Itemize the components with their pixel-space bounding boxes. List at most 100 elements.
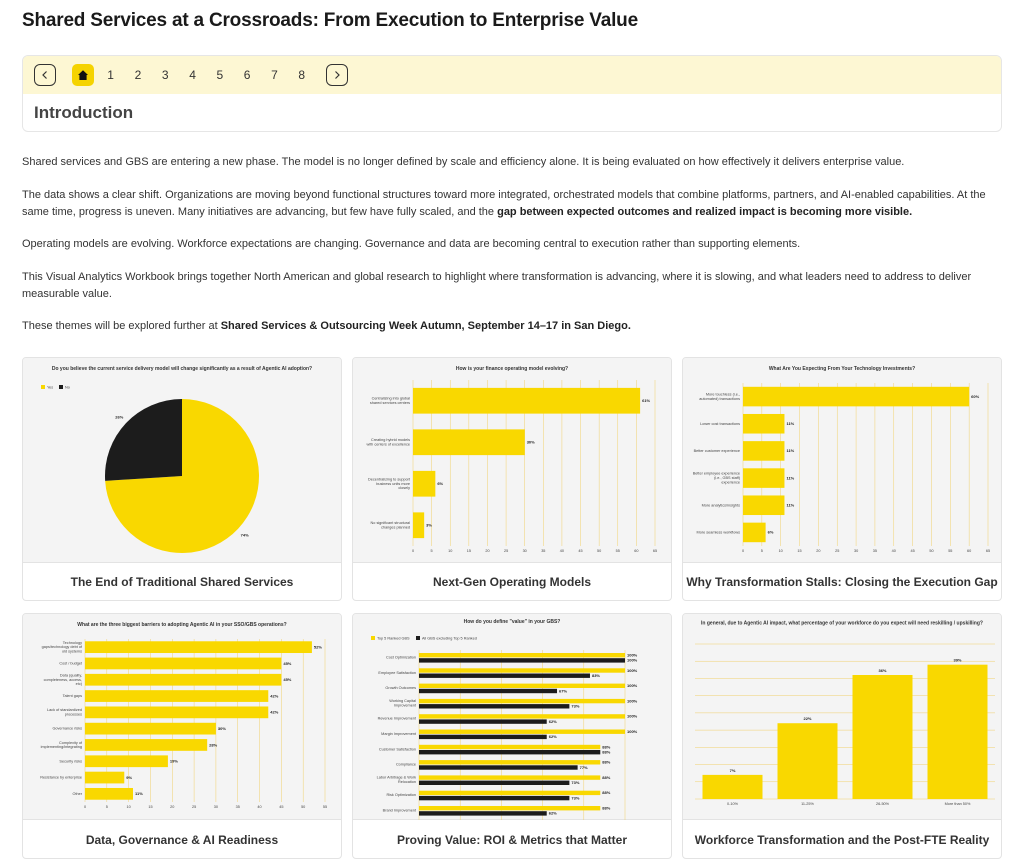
- category-label: No significant structural: [371, 521, 411, 525]
- grouped-bar-chart: How do you define "value" in your GBS? To…: [371, 619, 638, 820]
- category-label: Lower cost transactions: [700, 422, 740, 426]
- data-label: 88%: [602, 790, 610, 795]
- category-label: implementing/integrating: [41, 745, 82, 749]
- data-label: 26%: [115, 415, 123, 420]
- tick-label: 45: [910, 549, 914, 553]
- category-label: business units more: [376, 482, 410, 486]
- bar: [85, 641, 312, 654]
- category-label: Centralizing into global: [372, 397, 411, 401]
- data-label: 77%: [580, 765, 588, 770]
- tick-label: 30: [523, 549, 527, 553]
- tick-label: 35: [873, 549, 877, 553]
- bar: [419, 806, 601, 811]
- category-label: Working Capital: [389, 699, 416, 703]
- bar: [413, 387, 641, 414]
- category-label: gaps/technology debt of: [42, 645, 83, 649]
- page-link-4[interactable]: 4: [189, 68, 196, 82]
- tick-label: 0: [84, 805, 86, 809]
- data-label: 28%: [209, 742, 217, 747]
- data-label: 100%: [627, 729, 638, 734]
- legend-swatch: [416, 636, 420, 640]
- category-label: Compliance: [396, 763, 416, 767]
- card-caption: Next-Gen Operating Models: [432, 575, 592, 589]
- tick-label: 20: [816, 549, 820, 553]
- category-label: Better employee experience: [693, 472, 740, 476]
- tick-label: 25: [192, 805, 196, 809]
- data-label: 6%: [768, 530, 774, 535]
- tick-label: 55: [948, 549, 952, 553]
- data-label: 30%: [527, 440, 535, 445]
- data-label: 45%: [283, 661, 291, 666]
- page-link-1[interactable]: 1: [107, 68, 114, 82]
- topic-card-4[interactable]: What are the three biggest barriers to a…: [22, 613, 342, 859]
- data-label: 36%: [878, 668, 886, 673]
- category-label: More touchless (i.e.,: [706, 392, 740, 396]
- data-label: 11%: [135, 791, 143, 796]
- next-page-button[interactable]: [326, 64, 349, 86]
- category-label: etc): [76, 682, 83, 686]
- page-link-5[interactable]: 5: [216, 68, 224, 82]
- topic-card-3[interactable]: What Are You Expecting From Your Technol…: [682, 357, 1002, 601]
- card-caption: Why Transformation Stalls: Closing the E…: [686, 575, 998, 589]
- bar: [419, 714, 625, 719]
- page-link-6[interactable]: 6: [243, 68, 251, 82]
- bar-chart: What are the three biggest barriers to a…: [40, 622, 327, 809]
- bar: [743, 441, 785, 461]
- bar: [419, 653, 625, 658]
- chart-thumbnail: What are the three biggest barriers to a…: [23, 614, 341, 820]
- home-button[interactable]: [72, 64, 94, 86]
- data-label: 73%: [571, 704, 579, 709]
- bar: [419, 775, 601, 780]
- page-link-2[interactable]: 2: [134, 68, 142, 82]
- topic-card-2[interactable]: How is your finance operating model evol…: [352, 357, 672, 601]
- tick-label: 5: [761, 549, 763, 553]
- bar: [419, 760, 601, 765]
- data-label: 62%: [549, 811, 557, 816]
- topic-card-5[interactable]: How do you define "value" in your GBS? To…: [352, 613, 672, 859]
- data-label: 11%: [786, 475, 794, 480]
- bar: [743, 468, 785, 488]
- topic-card-1[interactable]: Do you believe the current service deliv…: [22, 357, 342, 601]
- category-label: Talent gaps: [63, 694, 83, 698]
- section-heading: Introduction: [34, 103, 134, 122]
- category-label: Security risks: [59, 759, 82, 763]
- prev-page-button[interactable]: [34, 64, 56, 86]
- tick-label: 15: [797, 549, 801, 553]
- page-numbers: 1 2 3 4 5 6 7 8: [97, 68, 315, 82]
- category-label: Other: [73, 792, 83, 796]
- page-link-3[interactable]: 3: [161, 68, 169, 82]
- page-link-8[interactable]: 8: [298, 68, 306, 82]
- data-label: 52%: [314, 644, 322, 649]
- category-label: Relocation: [398, 780, 416, 784]
- chart-title: In general, due to Agentic AI impact, wh…: [701, 620, 983, 626]
- data-label: 74%: [241, 532, 249, 537]
- pagination-bar: 1 2 3 4 5 6 7 8: [23, 56, 1001, 94]
- legend-swatch: [41, 385, 45, 389]
- intro-paragraph-1: Shared services and GBS are entering a n…: [22, 156, 905, 168]
- chart-thumbnail: How do you define "value" in your GBS? To…: [353, 614, 671, 820]
- topic-card-6[interactable]: In general, due to Agentic AI impact, wh…: [682, 613, 1002, 859]
- card-caption: The End of Traditional Shared Services: [70, 575, 294, 589]
- pie-chart: Do you believe the current service deliv…: [41, 366, 312, 553]
- page-link-7[interactable]: 7: [271, 68, 278, 82]
- bar: [419, 719, 547, 724]
- tick-label: 30: [214, 805, 218, 809]
- data-label: 67%: [559, 688, 567, 693]
- bar: [702, 774, 763, 799]
- intro-paragraph-4: This Visual Analytics Workbook brings to…: [22, 271, 972, 300]
- data-label: 3%: [426, 523, 432, 528]
- bar: [743, 413, 785, 434]
- bar: [419, 683, 625, 688]
- bar: [419, 790, 601, 796]
- chart-thumbnail: How is your finance operating model evol…: [353, 358, 671, 563]
- data-label: 60%: [971, 394, 979, 399]
- tick-label: 40: [560, 549, 564, 553]
- chart-title: How do you define "value" in your GBS?: [464, 619, 561, 625]
- bar: [413, 429, 525, 456]
- data-label: 88%: [602, 744, 610, 749]
- bar: [852, 675, 913, 799]
- category-label: Technology: [63, 641, 82, 645]
- bar: [85, 657, 282, 670]
- bar: [419, 698, 625, 704]
- bar: [85, 722, 216, 735]
